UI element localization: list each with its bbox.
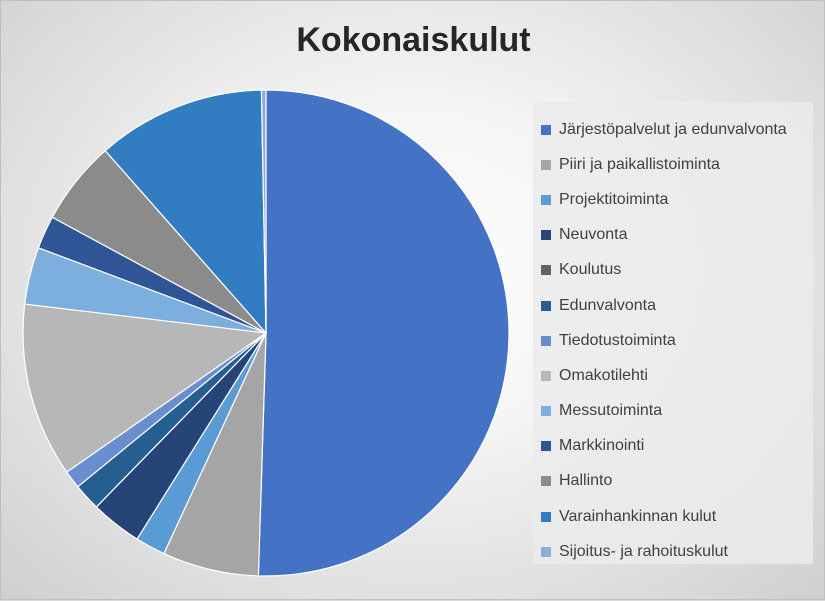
legend-label: Koulutus	[559, 261, 622, 279]
legend-label: Neuvonta	[559, 226, 628, 244]
legend-swatch	[541, 265, 551, 276]
legend-item: Hallinto	[541, 464, 813, 499]
pie-slice-0	[257, 89, 510, 577]
legend-item: Omakotilehti	[541, 358, 813, 393]
legend-label: Omakotilehti	[559, 366, 648, 384]
legend-item: Järjestöpalvelut ja edunvalvonta	[541, 112, 813, 147]
legend-swatch	[541, 406, 551, 417]
legend-swatch	[541, 476, 551, 487]
legend-label: Projektitoiminta	[559, 190, 669, 208]
legend-swatch	[541, 230, 551, 241]
legend-label: Piiri ja paikallistoiminta	[559, 155, 720, 173]
legend-item: Varainhankinnan kulut	[541, 499, 813, 534]
pie-slice-7	[22, 303, 268, 473]
legend-label: Edunvalvonta	[559, 296, 656, 314]
chart-title: Kokonaiskulut	[296, 21, 531, 59]
legend-label: Messutoiminta	[559, 402, 663, 420]
legend-label: Järjestöpalvelut ja edunvalvonta	[559, 120, 787, 138]
legend-swatch	[541, 335, 551, 346]
legend-swatch	[541, 194, 551, 205]
legend-swatch	[541, 159, 551, 170]
legend-label: Sijoitus- ja rahoituskulut	[559, 542, 728, 560]
legend-swatch	[541, 546, 551, 557]
legend-label: Tiedotustoiminta	[559, 331, 676, 349]
pie-slice-12	[260, 89, 267, 334]
legend-item: Koulutus	[541, 253, 813, 288]
legend: Järjestöpalvelut ja edunvalvonta Piiri ja…	[533, 102, 813, 564]
legend-label: Hallinto	[559, 472, 613, 490]
legend-label: Varainhankinnan kulut	[559, 507, 717, 525]
legend-item: Markkinointi	[541, 429, 813, 464]
legend-item: Projektitoiminta	[541, 182, 813, 217]
legend-swatch	[541, 300, 551, 311]
legend-item: Piiri ja paikallistoiminta	[541, 147, 813, 182]
legend-item: Neuvonta	[541, 218, 813, 253]
legend-swatch	[541, 511, 551, 522]
legend-item: Messutoiminta	[541, 394, 813, 429]
legend-swatch	[541, 441, 551, 452]
legend-item: Edunvalvonta	[541, 288, 813, 323]
legend-item: Tiedotustoiminta	[541, 323, 813, 358]
legend-swatch	[541, 370, 551, 381]
legend-item: Sijoitus- ja rahoituskulut	[541, 534, 813, 569]
pie-slice-11	[104, 89, 267, 335]
legend-swatch	[541, 124, 551, 135]
legend-label: Markkinointi	[559, 437, 645, 455]
